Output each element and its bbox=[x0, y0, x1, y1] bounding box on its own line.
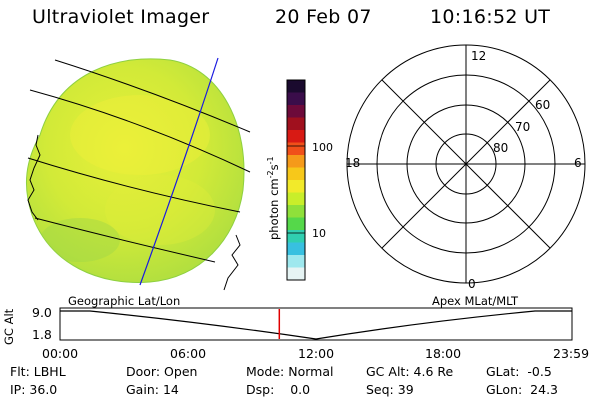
polar-plot: 12 18 6 0 60 70 80 bbox=[345, 44, 586, 291]
time-tick: 12:00 bbox=[298, 346, 335, 361]
colorbar-band bbox=[287, 230, 305, 243]
seq-status: Seq: 39 bbox=[366, 382, 414, 397]
mlt-0-label: 0 bbox=[468, 277, 476, 291]
altitude-plot bbox=[59, 307, 573, 341]
latitude-line bbox=[27, 157, 241, 213]
mlt-18-label: 18 bbox=[345, 156, 360, 170]
colorbar-band bbox=[287, 80, 305, 93]
glat-status: GLat: -0.5 bbox=[486, 364, 552, 379]
earth-image-panel bbox=[25, 57, 251, 291]
colorbar-band bbox=[287, 242, 305, 256]
time-tick: 23:59 bbox=[553, 346, 590, 361]
colorbar-band bbox=[287, 130, 305, 143]
door-status: Door: Open bbox=[126, 364, 198, 379]
altitude-ytick-low: 1.8 bbox=[32, 327, 52, 342]
colorbar-band bbox=[287, 217, 305, 231]
date-label: 20 Feb 07 bbox=[275, 6, 372, 28]
polar-diagonal bbox=[381, 79, 551, 249]
coastline bbox=[27, 134, 41, 221]
colorbar-band bbox=[287, 205, 305, 218]
colorbar-band bbox=[287, 155, 305, 168]
altitude-curve bbox=[60, 310, 572, 340]
ip-status: IP: 36.0 bbox=[10, 382, 58, 397]
meridian-line bbox=[139, 57, 219, 286]
gain-status: Gain: 14 bbox=[126, 382, 179, 397]
colorbar-band bbox=[287, 105, 305, 118]
filter-status: Flt: LBHL bbox=[10, 364, 66, 379]
latitude-line bbox=[54, 59, 251, 133]
colorbar bbox=[286, 79, 306, 281]
dsp-status: Dsp: 0.0 bbox=[246, 382, 311, 397]
apex-caption: Apex MLat/MLT bbox=[432, 294, 519, 308]
colorbar-band bbox=[287, 142, 305, 156]
mode-status: Mode: Normal bbox=[246, 364, 334, 379]
colorbar-band bbox=[287, 92, 305, 106]
latitude-line bbox=[29, 89, 251, 173]
colorbar-band bbox=[287, 117, 305, 131]
mlat-60-label: 60 bbox=[535, 98, 550, 112]
time-tick: 06:00 bbox=[170, 346, 207, 361]
coastline-right bbox=[223, 234, 241, 291]
glon-status: GLon: 24.3 bbox=[486, 382, 559, 397]
colorbar-tick-100: 100 bbox=[312, 141, 333, 154]
colorbar-band bbox=[287, 267, 305, 281]
time-tick: 00:00 bbox=[42, 346, 79, 361]
altitude-ylabel: GC Alt bbox=[2, 308, 16, 345]
colorbar-band bbox=[287, 180, 305, 193]
colorbar-band bbox=[287, 255, 305, 268]
colorbar-unit-label: photon cm-2s-1 bbox=[266, 156, 281, 240]
mlat-80-label: 80 bbox=[493, 141, 508, 155]
altitude-plot-frame bbox=[59, 307, 573, 341]
earth-disc bbox=[25, 58, 245, 283]
mlt-6-label: 6 bbox=[574, 156, 582, 170]
altitude-ytick-high: 9.0 bbox=[32, 305, 52, 320]
geographic-caption: Geographic Lat/Lon bbox=[68, 294, 181, 308]
mlt-12-label: 12 bbox=[471, 49, 486, 63]
gc-alt-status: GC Alt: 4.6 Re bbox=[366, 364, 454, 379]
aurora-texture bbox=[40, 95, 215, 262]
time-label: 10:16:52 UT bbox=[430, 6, 551, 28]
latitude-line bbox=[34, 217, 216, 263]
mlat-70-label: 70 bbox=[515, 120, 530, 134]
instrument-title: Ultraviolet Imager bbox=[32, 6, 210, 28]
time-tick: 18:00 bbox=[425, 346, 462, 361]
colorbar-band bbox=[287, 167, 305, 181]
colorbar-band bbox=[287, 192, 305, 206]
colorbar-tick-10: 10 bbox=[312, 227, 326, 240]
